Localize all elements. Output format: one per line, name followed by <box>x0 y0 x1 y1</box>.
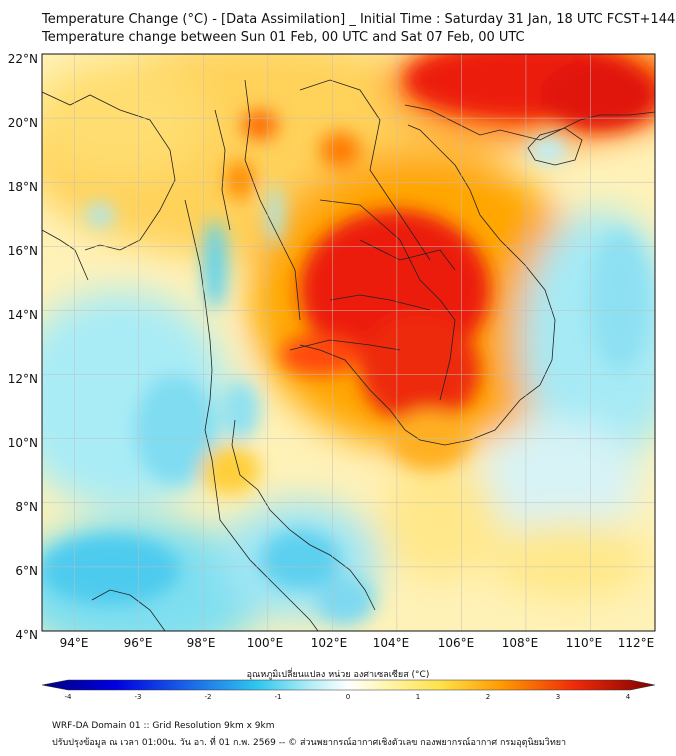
colorbar-tick: -2 <box>205 693 212 701</box>
lat-tick: 18°N <box>8 180 38 194</box>
lat-tick: 4°N <box>15 628 38 642</box>
map-title: Temperature Change (°C) - [Data Assimila… <box>42 12 676 27</box>
lon-tick: 110°E <box>566 636 603 650</box>
lon-tick: 106°E <box>438 636 475 650</box>
colorbar-tick: 1 <box>416 693 420 701</box>
colorbar: -4 -3 -2 -1 0 1 2 3 4 <box>41 679 656 701</box>
lon-tick: 100°E <box>247 636 284 650</box>
heatmap-field <box>42 54 655 631</box>
colorbar-tick: 2 <box>486 693 490 701</box>
lon-tick: 96°E <box>124 636 153 650</box>
footer-credit: ปรับปรุงข้อมูล ณ เวลา 01:00น. วัน อา. ที… <box>52 738 567 748</box>
map-subtitle: Temperature change between Sun 01 Feb, 0… <box>42 30 525 45</box>
lat-tick: 16°N <box>8 244 38 258</box>
colorbar-bar <box>41 679 656 691</box>
colorbar-tick: -1 <box>275 693 282 701</box>
colorbar-tick: 4 <box>626 693 631 701</box>
colorbar-tick: -3 <box>135 693 142 701</box>
lat-tick: 14°N <box>8 308 38 322</box>
lat-tick: 12°N <box>8 372 38 386</box>
lat-tick: 22°N <box>8 52 38 66</box>
colorbar-tick: 3 <box>556 693 560 701</box>
lon-tick: 108°E <box>502 636 539 650</box>
lon-tick: 94°E <box>60 636 89 650</box>
lon-tick: 98°E <box>187 636 216 650</box>
lat-tick: 10°N <box>8 436 38 450</box>
colorbar-ticks: -4 -3 -2 -1 0 1 2 3 4 <box>65 693 631 701</box>
coastline-overlay <box>42 79 655 631</box>
colorbar-tick: -4 <box>65 693 73 701</box>
lat-tick: 20°N <box>8 116 38 130</box>
lat-axis: 22°N 20°N 18°N 16°N 14°N 12°N 10°N 8°N 6… <box>8 52 38 642</box>
lat-tick: 8°N <box>15 500 38 514</box>
temperature-change-map: 22°N 20°N 18°N 16°N 14°N 12°N 10°N 8°N 6… <box>8 52 656 650</box>
lon-tick: 104°E <box>373 636 410 650</box>
colorbar-tick: 0 <box>346 693 350 701</box>
footer-model-info: WRF-DA Domain 01 :: Grid Resolution 9km … <box>52 721 275 731</box>
map-frame <box>41 53 656 632</box>
lon-tick: 112°E <box>618 636 655 650</box>
colorbar-title: อุณหภูมิเปลี่ยนแปลง หน่วย องศาเซลเซียส (… <box>246 670 430 680</box>
lat-tick: 6°N <box>15 564 38 578</box>
lon-axis: 94°E 96°E 98°E 100°E 102°E 104°E 106°E 1… <box>60 636 655 650</box>
lon-tick: 102°E <box>311 636 348 650</box>
